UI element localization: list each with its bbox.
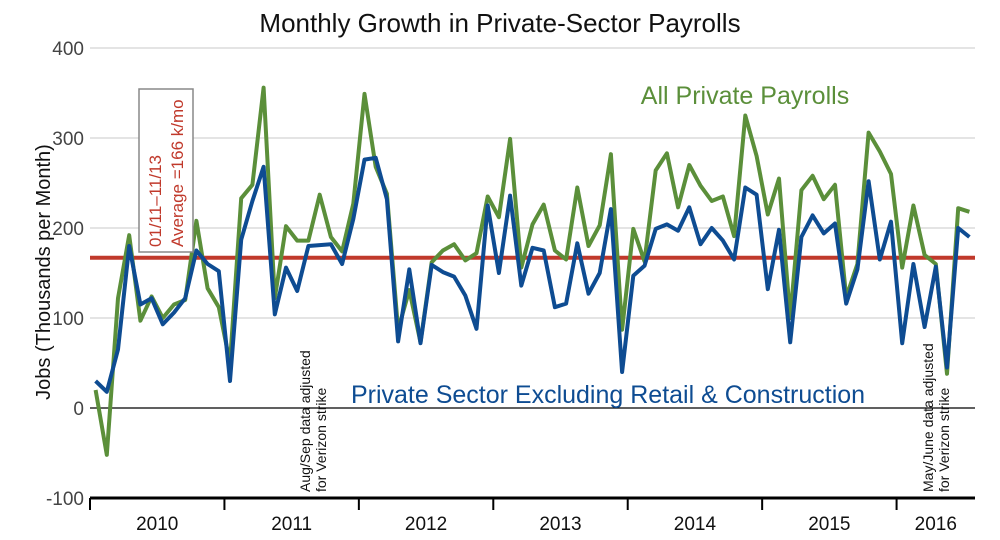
x-tick-label: 2010 <box>136 514 178 535</box>
strike-note-2011-line1: Aug/Sep data adjusted <box>297 350 313 492</box>
x-tick-label: 2016 <box>915 514 957 535</box>
x-tick-label: 2013 <box>539 514 581 535</box>
chart-title: Monthly Growth in Private-Sector Payroll… <box>259 8 741 38</box>
y-tick-label: -100 <box>46 489 84 510</box>
strike-note-2016-line2: for Verizon strike <box>936 388 952 492</box>
average-label-line2: Average =166 k/mo <box>168 99 187 247</box>
y-tick-label: 200 <box>52 219 84 240</box>
y-tick-label: 400 <box>52 39 84 60</box>
y-tick-labels: -100 0 100 200 300 400 <box>46 39 84 510</box>
blue-series-label: Private Sector Excluding Retail & Constr… <box>351 381 865 409</box>
series-lines <box>93 85 971 457</box>
x-axis: 2010 2011 2012 2013 2014 2015 2016 <box>89 496 975 535</box>
y-tick-label: 100 <box>52 309 84 330</box>
y-tick-label: 300 <box>52 129 84 150</box>
x-tick-label: 2014 <box>674 514 717 535</box>
x-tick-label: 2015 <box>808 514 850 535</box>
y-axis-label: Jobs (Thousands per Month) <box>33 144 55 400</box>
x-tick-label: 2012 <box>405 514 447 535</box>
strike-note-2016-line1: May/June data adjusted <box>920 343 936 492</box>
y-tick-label: 0 <box>73 399 84 420</box>
x-tick-label: 2011 <box>271 514 312 535</box>
strike-note-2011-line2: for Verizon strike <box>313 388 329 492</box>
average-box <box>138 88 194 253</box>
average-label-line1: 01/11–11/13 <box>146 155 165 247</box>
green-series-line <box>93 85 971 457</box>
green-series-label: All Private Payrolls <box>641 82 849 110</box>
blue-series-line <box>94 155 971 394</box>
